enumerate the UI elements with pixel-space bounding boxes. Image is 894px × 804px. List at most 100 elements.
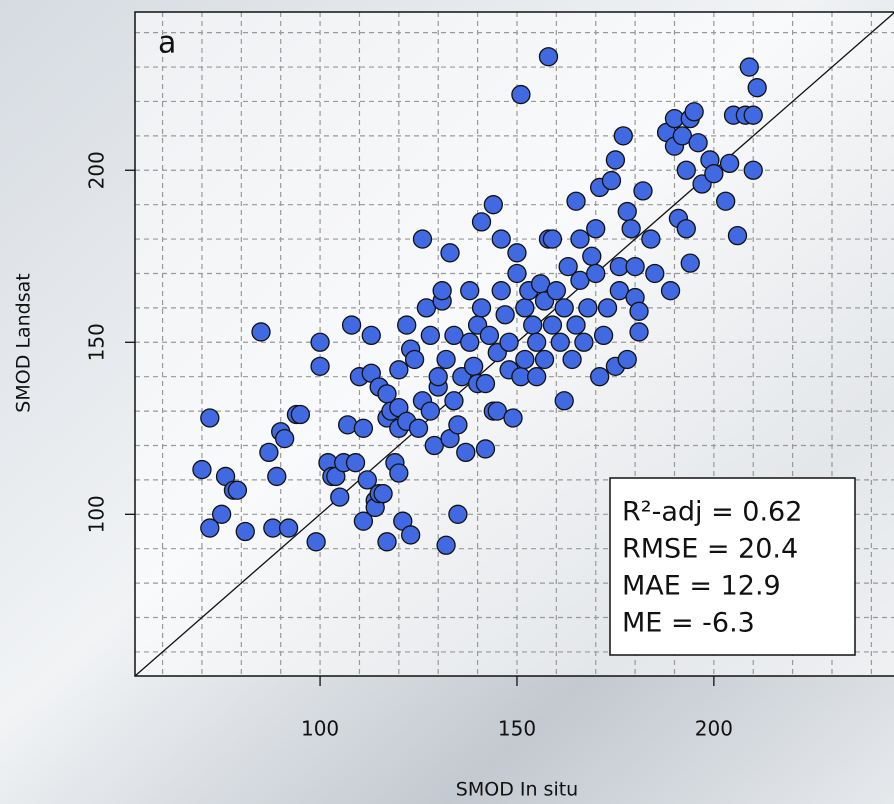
point (408, 418, 429, 438)
point (491, 281, 511, 301)
point (515, 349, 535, 370)
point (566, 315, 586, 335)
point (586, 263, 606, 284)
point (527, 367, 547, 387)
point (412, 229, 433, 249)
point (330, 487, 350, 507)
point (471, 298, 492, 318)
point (428, 367, 448, 387)
point (538, 47, 559, 67)
point (743, 105, 763, 125)
point (440, 243, 460, 263)
point (542, 229, 563, 249)
point (491, 229, 511, 249)
point (743, 160, 763, 180)
point (617, 349, 637, 370)
point (389, 360, 409, 380)
point (739, 57, 759, 77)
plot-border (134, 11, 894, 677)
point (613, 126, 633, 146)
stats-text: MAE = 12.9 (622, 571, 781, 602)
point (211, 504, 232, 524)
point (617, 201, 637, 222)
point (629, 301, 649, 321)
point (507, 243, 527, 263)
point (601, 170, 622, 191)
point (511, 84, 531, 105)
point (460, 332, 480, 352)
point (578, 298, 598, 318)
point (590, 367, 610, 387)
point (200, 518, 220, 538)
point (688, 133, 708, 153)
point (460, 281, 480, 301)
point (586, 219, 606, 239)
point (456, 442, 476, 463)
point (621, 219, 641, 239)
y-tick-label: 150 (85, 323, 109, 361)
point (361, 325, 381, 346)
point (306, 532, 326, 552)
point (192, 459, 212, 480)
point (353, 511, 374, 531)
point (404, 349, 425, 370)
point (704, 164, 724, 184)
point (625, 256, 645, 277)
point (716, 191, 736, 211)
point (747, 78, 767, 98)
point (420, 401, 440, 421)
point (341, 315, 362, 335)
point (267, 466, 287, 487)
point (593, 325, 614, 346)
point (562, 349, 582, 370)
point (373, 484, 393, 504)
point (629, 322, 649, 342)
stats-text: ME = -6.3 (622, 608, 755, 639)
point (400, 525, 421, 545)
x-tick-label: 200 (695, 717, 733, 741)
point (227, 480, 248, 500)
point (310, 356, 330, 377)
point (597, 298, 618, 318)
point (719, 153, 740, 174)
y-axis-label: SMOD Landsat (13, 273, 35, 412)
point (633, 181, 653, 201)
point (534, 349, 555, 370)
point (515, 298, 535, 318)
point (507, 263, 527, 284)
point (479, 325, 500, 346)
point (475, 373, 496, 394)
point (684, 102, 704, 122)
plot-area (135, 12, 894, 676)
point (420, 325, 440, 346)
point (582, 246, 602, 266)
point (542, 315, 563, 335)
point (558, 256, 578, 277)
stats-text: R²-adj = 0.62 (622, 497, 802, 528)
point (527, 332, 547, 352)
stats-text: RMSE = 20.4 (622, 534, 798, 565)
point (727, 225, 748, 246)
point (389, 463, 409, 483)
point (645, 263, 665, 284)
point (436, 535, 456, 555)
point (605, 150, 626, 170)
point (566, 191, 586, 211)
point (436, 349, 456, 370)
point (432, 281, 452, 301)
point (523, 315, 543, 335)
y-tick-label: 200 (85, 151, 109, 189)
point (676, 160, 696, 180)
point (550, 332, 570, 352)
point (259, 442, 279, 463)
point (278, 518, 299, 538)
point (290, 404, 311, 425)
x-tick-label: 100 (301, 717, 339, 741)
point (444, 391, 464, 411)
x-tick-label: 150 (498, 717, 536, 741)
point (495, 305, 515, 325)
stats-box (609, 477, 856, 656)
point (554, 298, 574, 318)
